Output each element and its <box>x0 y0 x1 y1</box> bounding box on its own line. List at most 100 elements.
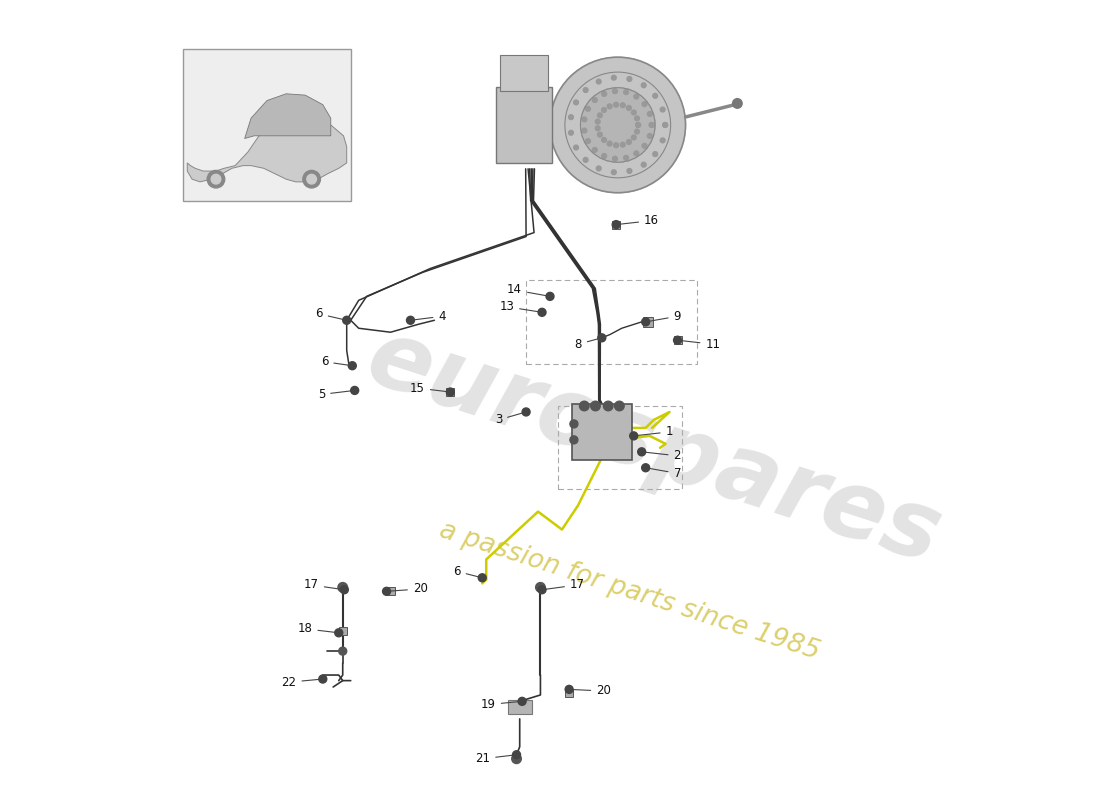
Circle shape <box>612 170 616 174</box>
Circle shape <box>570 420 578 428</box>
Circle shape <box>574 100 579 105</box>
Circle shape <box>663 122 668 127</box>
FancyBboxPatch shape <box>499 55 549 91</box>
Circle shape <box>583 88 588 93</box>
Text: 18: 18 <box>298 622 336 635</box>
Circle shape <box>340 586 349 594</box>
Circle shape <box>604 401 613 410</box>
Circle shape <box>583 158 588 162</box>
Circle shape <box>595 119 601 124</box>
Bar <box>339 627 346 635</box>
Circle shape <box>635 116 639 121</box>
Text: eurospares: eurospares <box>355 312 952 584</box>
Circle shape <box>620 142 625 147</box>
Circle shape <box>538 586 546 594</box>
Circle shape <box>624 155 628 160</box>
Circle shape <box>595 126 601 130</box>
Circle shape <box>673 336 682 344</box>
Text: 6: 6 <box>321 355 350 368</box>
Circle shape <box>538 308 546 316</box>
Bar <box>613 221 620 229</box>
Bar <box>447 388 454 396</box>
Circle shape <box>349 362 356 370</box>
Circle shape <box>597 132 603 137</box>
Circle shape <box>634 94 639 99</box>
Circle shape <box>343 316 351 324</box>
Circle shape <box>660 138 666 142</box>
Text: 1: 1 <box>637 426 673 438</box>
Circle shape <box>334 629 343 637</box>
Circle shape <box>602 138 606 142</box>
Circle shape <box>627 169 631 174</box>
Circle shape <box>518 698 526 706</box>
Circle shape <box>582 128 586 133</box>
Circle shape <box>636 122 640 127</box>
Circle shape <box>570 436 578 444</box>
Text: 16: 16 <box>619 214 659 227</box>
Text: 13: 13 <box>499 300 539 314</box>
Circle shape <box>383 587 390 595</box>
Circle shape <box>338 582 348 592</box>
Circle shape <box>512 754 521 763</box>
Circle shape <box>641 318 650 326</box>
Circle shape <box>565 686 573 694</box>
Text: 7: 7 <box>648 467 681 480</box>
Text: 17: 17 <box>544 578 585 591</box>
Circle shape <box>652 94 658 98</box>
Circle shape <box>613 156 617 161</box>
Circle shape <box>649 122 654 127</box>
Circle shape <box>642 143 647 148</box>
Circle shape <box>407 316 415 324</box>
Bar <box>644 317 652 326</box>
Circle shape <box>302 170 320 188</box>
Text: 9: 9 <box>648 310 681 322</box>
Bar <box>508 700 531 714</box>
Text: 22: 22 <box>282 676 320 689</box>
Text: 15: 15 <box>410 382 448 394</box>
Circle shape <box>663 122 668 127</box>
Circle shape <box>624 90 628 94</box>
Circle shape <box>550 57 685 193</box>
Circle shape <box>585 138 591 143</box>
Bar <box>673 336 682 344</box>
Circle shape <box>641 83 646 88</box>
Circle shape <box>597 334 606 342</box>
FancyBboxPatch shape <box>496 86 552 163</box>
Circle shape <box>585 106 591 111</box>
Text: 20: 20 <box>389 582 428 595</box>
Circle shape <box>581 88 654 162</box>
Circle shape <box>629 432 638 440</box>
Circle shape <box>602 154 606 158</box>
Circle shape <box>733 98 742 108</box>
Text: 6: 6 <box>316 307 344 321</box>
Circle shape <box>596 79 601 84</box>
Text: 20: 20 <box>572 685 612 698</box>
Text: 19: 19 <box>481 698 519 711</box>
Circle shape <box>648 111 652 116</box>
Circle shape <box>652 152 658 157</box>
Text: a passion for parts since 1985: a passion for parts since 1985 <box>437 518 823 666</box>
Text: 5: 5 <box>318 388 352 401</box>
FancyBboxPatch shape <box>184 50 351 201</box>
Circle shape <box>613 89 617 94</box>
Circle shape <box>569 114 573 119</box>
Text: 4: 4 <box>414 310 446 322</box>
Text: 3: 3 <box>495 413 524 426</box>
Circle shape <box>631 135 636 140</box>
Circle shape <box>574 145 579 150</box>
Text: 2: 2 <box>645 450 681 462</box>
Circle shape <box>582 117 586 122</box>
Circle shape <box>615 401 624 410</box>
Circle shape <box>602 91 606 96</box>
Circle shape <box>642 102 647 106</box>
Circle shape <box>649 122 654 127</box>
Circle shape <box>536 582 546 592</box>
Circle shape <box>607 104 612 109</box>
Circle shape <box>636 122 640 127</box>
Text: 14: 14 <box>507 283 548 297</box>
Circle shape <box>627 106 631 110</box>
Polygon shape <box>187 118 346 182</box>
Circle shape <box>593 147 597 152</box>
Circle shape <box>447 388 454 396</box>
Circle shape <box>641 162 646 167</box>
